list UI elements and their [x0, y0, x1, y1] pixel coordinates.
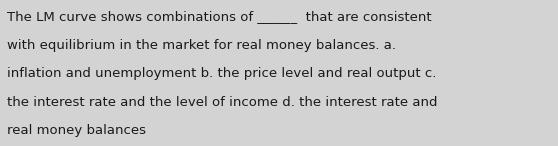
Text: real money balances: real money balances	[7, 124, 146, 137]
Text: The LM curve shows combinations of ______  that are consistent: The LM curve shows combinations of _____…	[7, 10, 432, 23]
Text: the interest rate and the level of income d. the interest rate and: the interest rate and the level of incom…	[7, 96, 438, 109]
Text: with equilibrium in the market for real money balances. a.: with equilibrium in the market for real …	[7, 39, 396, 52]
Text: inflation and unemployment b. the price level and real output c.: inflation and unemployment b. the price …	[7, 67, 436, 80]
